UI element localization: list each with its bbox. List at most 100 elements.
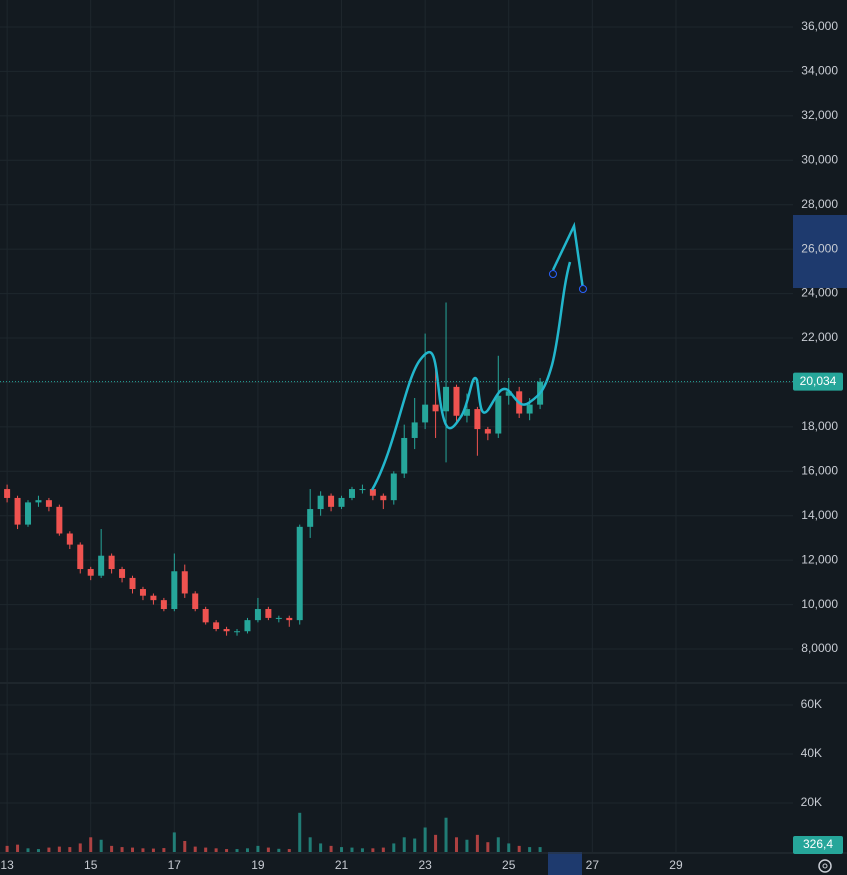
- volume-bar: [57, 846, 61, 852]
- candle-body: [348, 489, 355, 498]
- candle-body: [234, 631, 241, 633]
- volume-bar: [423, 827, 427, 852]
- volume-bar: [517, 845, 521, 852]
- drawing-handle[interactable]: [549, 270, 557, 278]
- y-tick-label: 32,000: [801, 108, 838, 122]
- drawing-path[interactable]: [370, 261, 572, 491]
- x-tick-label: 13: [0, 858, 14, 872]
- volume-bar: [277, 848, 281, 852]
- candle-body: [328, 495, 335, 507]
- candle-body: [422, 404, 429, 423]
- candle-body: [380, 495, 387, 501]
- candle-body: [87, 569, 94, 576]
- x-tick-label: 25: [502, 858, 516, 872]
- candle-body: [453, 386, 460, 416]
- volume-bar: [183, 840, 187, 852]
- volume-bar: [486, 842, 490, 852]
- candle-body: [275, 617, 282, 619]
- y-tick-label: 28,000: [801, 197, 838, 211]
- last-price-box: [793, 372, 843, 391]
- candle-body: [25, 502, 32, 525]
- candle-body: [254, 609, 261, 621]
- candle-body: [369, 489, 376, 496]
- settings-icon[interactable]: [818, 859, 832, 873]
- volume-bar: [235, 849, 239, 852]
- volume-bar: [371, 848, 375, 852]
- candle-body: [202, 609, 209, 623]
- candle-body: [139, 589, 146, 596]
- volume-bar: [340, 847, 344, 852]
- y-tick-label: 22,000: [801, 330, 838, 344]
- volume-bar: [5, 845, 9, 852]
- candle-body: [296, 526, 303, 621]
- candle-body: [171, 571, 178, 610]
- candle-body: [213, 622, 220, 630]
- candle-body: [495, 395, 502, 434]
- volume-bar: [110, 845, 114, 852]
- range-highlight: [793, 215, 847, 288]
- candle-body: [35, 500, 42, 503]
- candle-body: [150, 595, 157, 601]
- candle-body: [181, 571, 188, 594]
- marks: [4, 302, 544, 852]
- volume-bar: [193, 846, 197, 852]
- y-tick-label: 30,000: [801, 152, 838, 166]
- candle-body: [338, 497, 345, 507]
- candle-body: [484, 429, 491, 434]
- y-tick-label: 24,000: [801, 286, 838, 300]
- x-tick-label: 27: [586, 858, 600, 872]
- volume-bar: [528, 847, 532, 852]
- volume-bar: [141, 848, 145, 852]
- volume-tick-label: 60K: [801, 697, 822, 711]
- x-tick-label: 15: [84, 858, 98, 872]
- candle-body: [66, 533, 73, 545]
- volume-bar: [319, 843, 323, 852]
- last-price-label: 20,034: [800, 374, 837, 388]
- candle-body: [526, 404, 533, 414]
- volume-bar: [172, 832, 176, 852]
- volume-bar: [36, 849, 40, 852]
- volume-bar: [26, 848, 30, 852]
- volume-bar: [16, 844, 20, 852]
- candle-body: [119, 569, 126, 578]
- x-tick-label: 29: [669, 858, 683, 872]
- volume-bar: [538, 847, 542, 852]
- candle-body: [160, 600, 167, 610]
- volume-bar: [78, 843, 82, 852]
- volume-bar: [204, 847, 208, 852]
- volume-bar: [381, 847, 385, 852]
- volume-bar: [496, 837, 500, 852]
- volume-bar: [392, 843, 396, 852]
- y-tick-label: 14,000: [801, 508, 838, 522]
- y-tick-label: 10,000: [801, 597, 838, 611]
- volume-bar: [287, 849, 291, 852]
- drawing-handle[interactable]: [579, 285, 587, 293]
- x-tick-label: 23: [418, 858, 432, 872]
- drawing-arrow[interactable]: [551, 221, 585, 290]
- volume-bar: [162, 848, 166, 852]
- candle-body: [45, 500, 52, 507]
- volume-bar: [350, 847, 354, 852]
- volume-bar: [266, 847, 270, 852]
- candle-body: [432, 404, 439, 412]
- y-tick-label: 8,0000: [801, 641, 838, 655]
- candle-body: [286, 617, 293, 621]
- volume-bar: [475, 834, 479, 852]
- candle-body: [56, 506, 63, 534]
- candle-body: [411, 422, 418, 438]
- candle-body: [77, 544, 84, 570]
- candle-body: [359, 489, 366, 491]
- candle-body: [192, 593, 199, 610]
- volume-bar: [308, 837, 312, 852]
- y-tick-label: 18,000: [801, 419, 838, 433]
- y-tick-label: 16,000: [801, 463, 838, 477]
- grid: [0, 0, 793, 852]
- volume-bar: [298, 812, 302, 852]
- volume-bar: [68, 847, 72, 852]
- y-tick-label: 26,000: [801, 241, 838, 255]
- last-volume-label: 326,4: [803, 837, 833, 851]
- volume-bar: [225, 849, 229, 852]
- x-tick-label: 19: [251, 858, 265, 872]
